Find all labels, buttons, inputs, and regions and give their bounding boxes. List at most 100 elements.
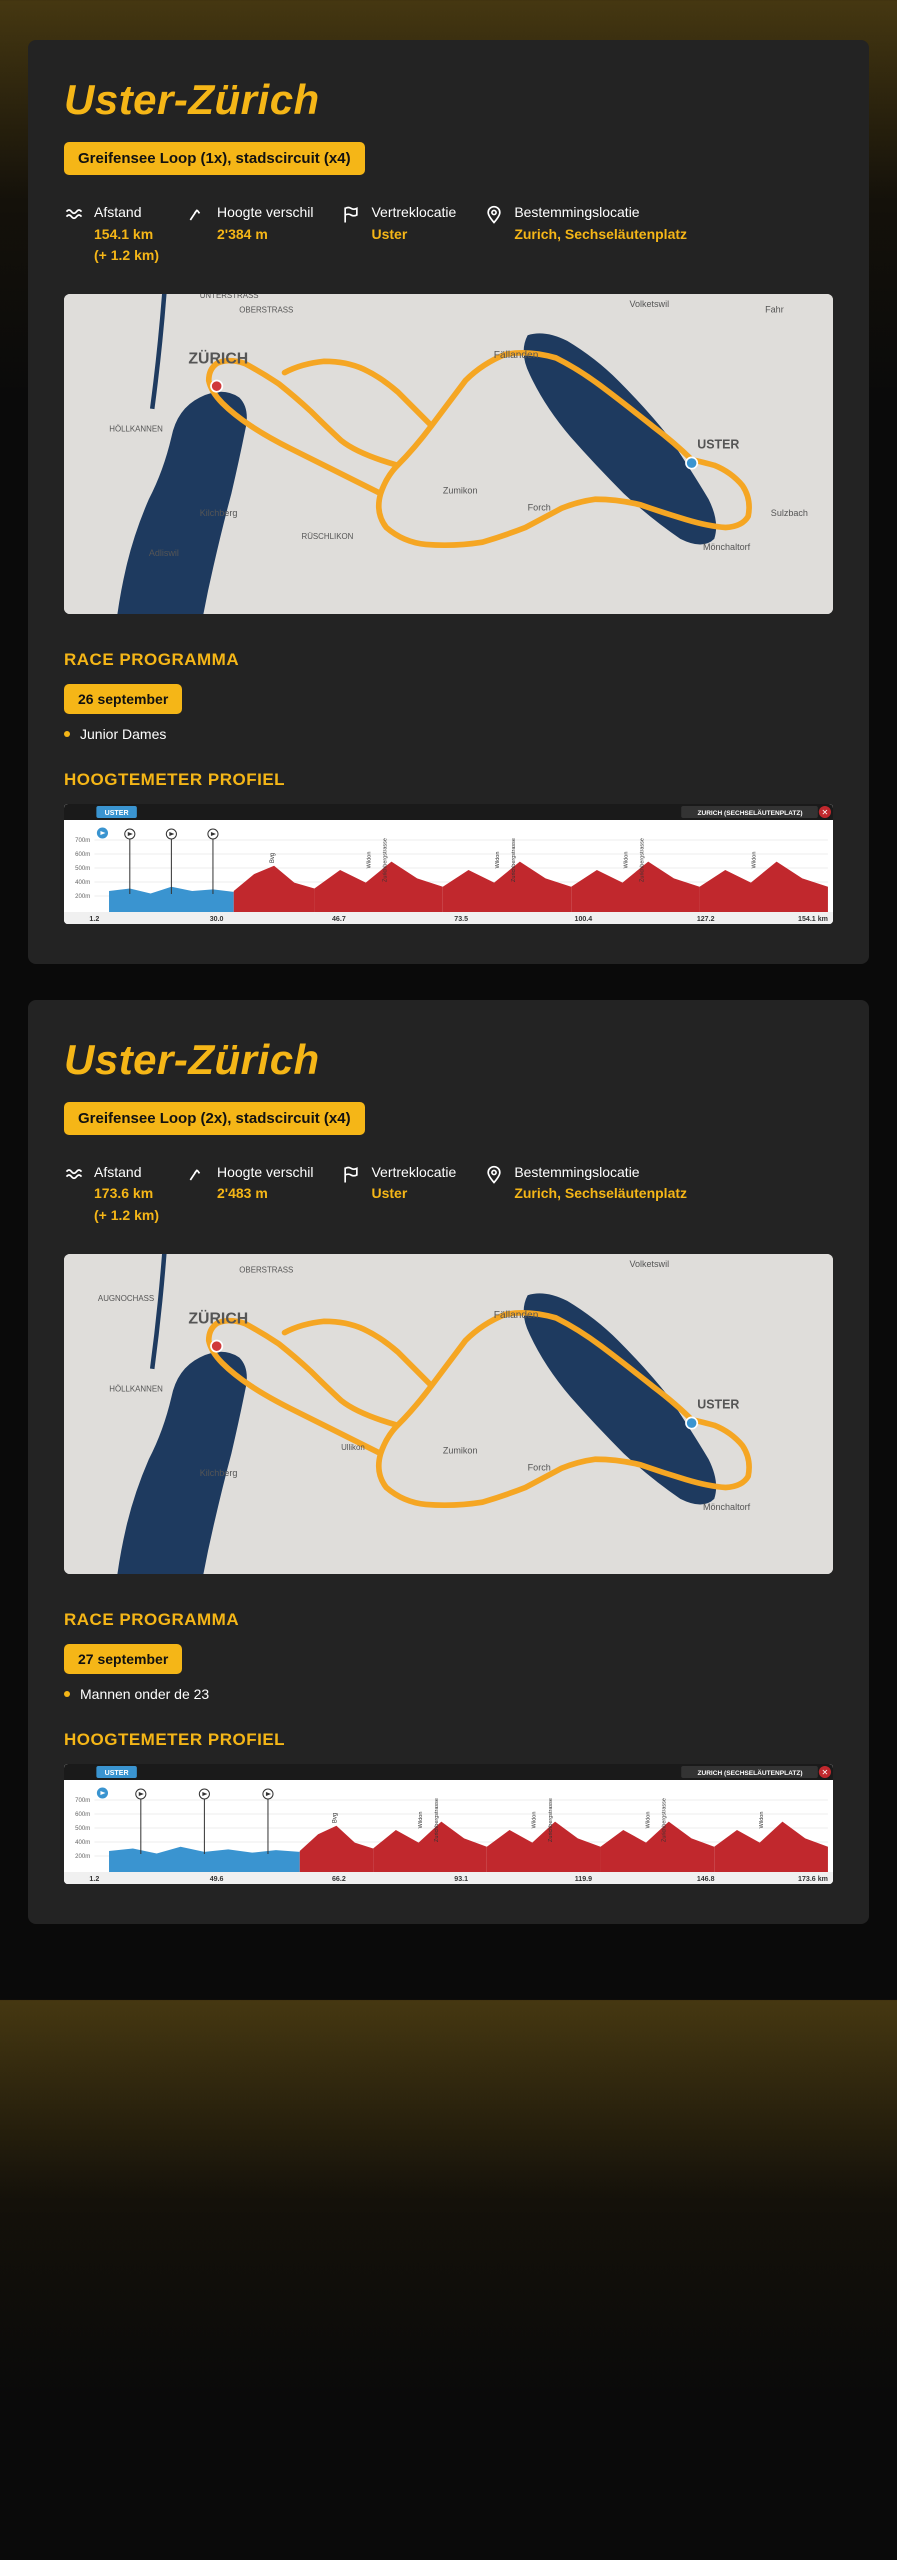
profile-climb-label: Wildon — [367, 851, 373, 868]
profile-y-tick: 500m — [75, 866, 90, 872]
map-city-label: OBERSTRASS — [239, 305, 293, 314]
stat-elevation: Hoogte verschil 2'384 m — [187, 203, 314, 266]
profile-y-tick: 600m — [75, 852, 90, 858]
map-city-label: Forch — [528, 502, 551, 512]
profile-climb-label: Zurichbergstrasse — [661, 1798, 667, 1842]
map-start-marker — [686, 457, 697, 468]
stat-elevation: Hoogte verschil 2'483 m — [187, 1163, 314, 1226]
map-city-label: AUGNOCHASS — [98, 1293, 154, 1302]
profile-heading: HOOGTEMETER PROFIEL — [64, 770, 833, 790]
pin-icon — [484, 1163, 504, 1191]
map-city-label: Adliswil — [149, 548, 179, 558]
distance-icon — [64, 1163, 84, 1191]
map-city-label: Ullikon — [341, 1443, 365, 1452]
profile-x-tick: 30.0 — [210, 916, 224, 923]
card-title: Uster-Zürich — [64, 1036, 833, 1084]
profile-y-tick: 500m — [75, 1826, 90, 1832]
finish-icon: ✕ — [822, 808, 829, 817]
stat-value: Uster — [371, 1184, 456, 1204]
map-city-label: Mönchaltorf — [703, 1502, 751, 1512]
map-city-label: USTER — [697, 1397, 739, 1411]
stat-label: Hoogte verschil — [217, 1163, 314, 1183]
profile-x-tick: 127.2 — [697, 916, 715, 923]
stat-value: 2'483 m — [217, 1184, 314, 1204]
stats-row: Afstand 173.6 km (+ 1.2 km) Hoogte versc… — [64, 1163, 833, 1226]
map-city-label: Kilchberg — [200, 1468, 238, 1478]
stat-start: Vertreklocatie Uster — [341, 1163, 456, 1226]
distance-icon — [64, 203, 84, 231]
profile-container[interactable]: USTER ZURICH (SECHSELÄUTENPLATZ) ✕ BvgWi… — [64, 804, 833, 924]
profile-climb-label: Bvg — [332, 1812, 338, 1822]
map-container[interactable]: ZÜRICHUSTERFällandenZumikonVolketswilFor… — [64, 1254, 833, 1574]
map-finish-marker — [211, 380, 222, 391]
profile-start-label: USTER — [105, 810, 129, 817]
profile-start-label: USTER — [105, 1770, 129, 1777]
program-heading: RACE PROGRAMMA — [64, 1610, 833, 1630]
profile-climb-label: Zurichbergstrasse — [639, 838, 645, 882]
profile-climb-label: Wildon — [623, 851, 629, 868]
map-city-label: Kilchberg — [200, 508, 238, 518]
profile-climb-label: Zurichbergstrasse — [434, 1798, 440, 1842]
map-city-label: Mönchaltorf — [703, 542, 751, 552]
stat-label: Vertreklocatie — [371, 203, 456, 223]
profile-x-tick: 1.2 — [89, 916, 99, 923]
flag-icon — [341, 203, 361, 231]
flag-icon — [341, 1163, 361, 1191]
map-city-label: Zumikon — [443, 1445, 478, 1455]
finish-icon: ✕ — [822, 1768, 829, 1777]
stat-label: Vertreklocatie — [371, 1163, 456, 1183]
profile-x-tick: 49.6 — [210, 1876, 224, 1883]
stat-value: 154.1 km — [94, 225, 159, 245]
route-map: ZÜRICHUSTERFällandenZumikonVolketswilFor… — [64, 1254, 833, 1574]
profile-x-tick: 100.4 — [575, 916, 593, 923]
profile-x-tick: 146.8 — [697, 1876, 715, 1883]
map-city-label: OBERSTRASS — [239, 1265, 293, 1274]
stat-value: 173.6 km — [94, 1184, 159, 1204]
profile-climb-label: Zurichbergstrasse — [511, 838, 517, 882]
map-city-label: HÖLLKANNEN — [109, 424, 163, 433]
profile-climb-label: Wildon — [645, 1811, 651, 1828]
route-badge: Greifensee Loop (2x), stadscircuit (x4) — [64, 1102, 365, 1135]
stat-label: Hoogte verschil — [217, 203, 314, 223]
map-city-label: RÜSCHLIKON — [301, 532, 353, 541]
program-item: Junior Dames — [64, 726, 833, 742]
stat-start: Vertreklocatie Uster — [341, 203, 456, 266]
elevation-profile: USTER ZURICH (SECHSELÄUTENPLATZ) ✕ BvgWi… — [64, 804, 833, 924]
stat-distance: Afstand 173.6 km (+ 1.2 km) — [64, 1163, 159, 1226]
map-city-label: Fällanden — [494, 350, 539, 361]
profile-climb-label: Wildon — [532, 1811, 538, 1828]
profile-climb-label: Wildon — [495, 851, 501, 868]
profile-y-tick: 400m — [75, 1840, 90, 1846]
map-city-label: Sulzbach — [771, 508, 808, 518]
profile-x-tick: 66.2 — [332, 1876, 346, 1883]
profile-x-tick: 46.7 — [332, 916, 346, 923]
card-title: Uster-Zürich — [64, 76, 833, 124]
map-city-label: Volketswil — [629, 1259, 669, 1269]
elevation-icon — [187, 203, 207, 231]
map-city-label: ZÜRICH — [188, 1308, 248, 1327]
map-city-label: Fahr — [765, 304, 784, 314]
program-date-badge: 26 september — [64, 684, 182, 714]
profile-x-tick: 93.1 — [454, 1876, 468, 1883]
program-heading: RACE PROGRAMMA — [64, 650, 833, 670]
map-city-label: Fällanden — [494, 1309, 539, 1320]
profile-finish-label: ZURICH (SECHSELÄUTENPLATZ) — [697, 809, 802, 817]
profile-heading: HOOGTEMETER PROFIEL — [64, 1730, 833, 1750]
profile-x-tick: 1.2 — [89, 1876, 99, 1883]
stat-value: Zurich, Sechseläutenplatz — [514, 225, 687, 245]
elevation-profile: USTER ZURICH (SECHSELÄUTENPLATZ) ✕ BvgWi… — [64, 1764, 833, 1884]
profile-y-tick: 200m — [75, 1854, 90, 1860]
profile-container[interactable]: USTER ZURICH (SECHSELÄUTENPLATZ) ✕ BvgWi… — [64, 1764, 833, 1884]
profile-x-tick: 154.1 km — [798, 916, 828, 923]
profile-x-tick: 119.9 — [575, 1876, 592, 1883]
map-city-label: HÖLLKANNEN — [109, 1384, 163, 1393]
profile-climb-label: Zurichbergstrasse — [548, 1798, 554, 1842]
map-city-label: UNTERSTRASS — [200, 294, 259, 300]
stat-extra: (+ 1.2 km) — [94, 246, 159, 266]
stat-label: Afstand — [94, 203, 159, 223]
profile-climb-label: Zurichbergstrasse — [383, 838, 389, 882]
race-card: Uster-Zürich Greifensee Loop (2x), stads… — [28, 1000, 869, 1924]
program-date-badge: 27 september — [64, 1644, 182, 1674]
map-container[interactable]: ZÜRICHUSTERFällandenZumikonVolketswilFah… — [64, 294, 833, 614]
map-finish-marker — [211, 1340, 222, 1351]
